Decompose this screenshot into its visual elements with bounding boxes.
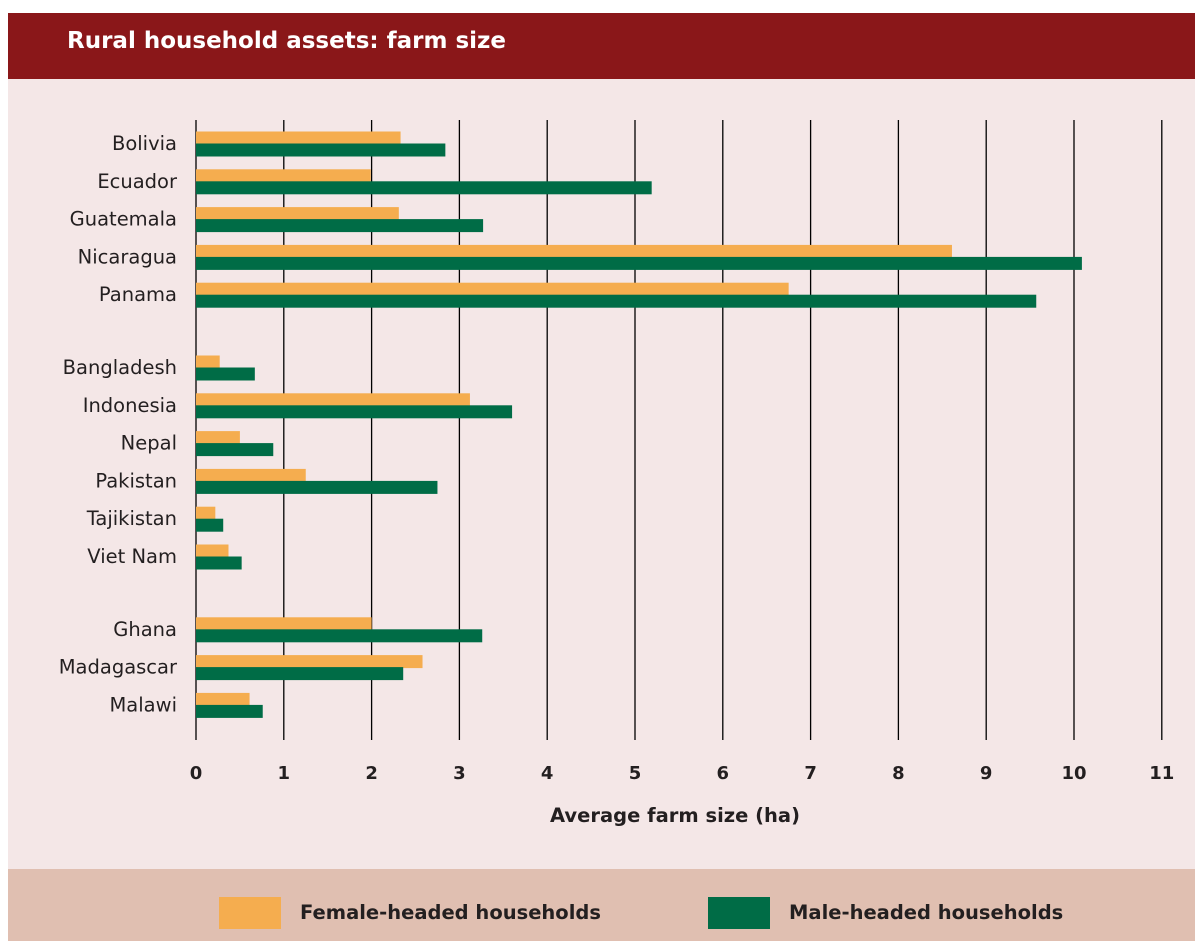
category-label: Viet Nam [87,545,177,568]
x-tick-label: 2 [365,763,378,784]
x-tick-label: 0 [190,763,203,784]
category-label: Indonesia [83,394,177,417]
bar-male [196,667,403,680]
x-tick-label: 3 [453,763,466,784]
x-tick-label: 5 [629,763,642,784]
category-label: Ghana [113,618,177,641]
bar-female [196,207,399,220]
bar-female [196,693,250,706]
bar-male [196,443,273,456]
bar-male [196,144,445,157]
bar-female [196,545,228,558]
category-label: Guatemala [70,208,177,231]
bar-male [196,257,1082,270]
x-tick-label: 4 [541,763,554,784]
bar-male [196,295,1036,308]
x-tick-label: 10 [1061,763,1086,784]
bar-female [196,132,401,145]
bar-female [196,655,423,668]
category-label: Pakistan [95,469,177,492]
category-label: Bangladesh [63,356,177,379]
bar-male [196,557,242,570]
bar-male [196,368,255,381]
x-tick-label: 7 [804,763,817,784]
bar-female [196,431,240,444]
x-tick-label: 6 [717,763,730,784]
bar-male [196,219,483,232]
bar-female [196,245,952,258]
bar-female [196,469,306,482]
category-label: Nepal [121,432,177,455]
x-tick-label: 9 [980,763,993,784]
bar-male [196,519,223,532]
bar-male [196,705,263,718]
x-tick-label: 1 [278,763,291,784]
category-label: Madagascar [59,656,178,679]
bar-male [196,181,652,194]
category-label: Tajikistan [86,507,177,530]
bar-female [196,393,470,406]
bar-female [196,617,372,630]
bar-male [196,405,512,418]
category-label: Nicaragua [78,245,177,268]
bar-male [196,629,482,642]
category-label: Bolivia [112,132,177,155]
bar-female [196,507,215,520]
x-axis-title: Average farm size (ha) [550,804,800,827]
bar-female [196,169,371,182]
bar-female [196,283,789,296]
bar-female [196,356,220,369]
x-tick-label: 11 [1149,763,1174,784]
category-label: Malawi [109,693,177,716]
category-label: Panama [99,283,177,306]
x-tick-label: 8 [892,763,905,784]
bar-male [196,481,437,494]
category-label: Ecuador [97,170,178,193]
